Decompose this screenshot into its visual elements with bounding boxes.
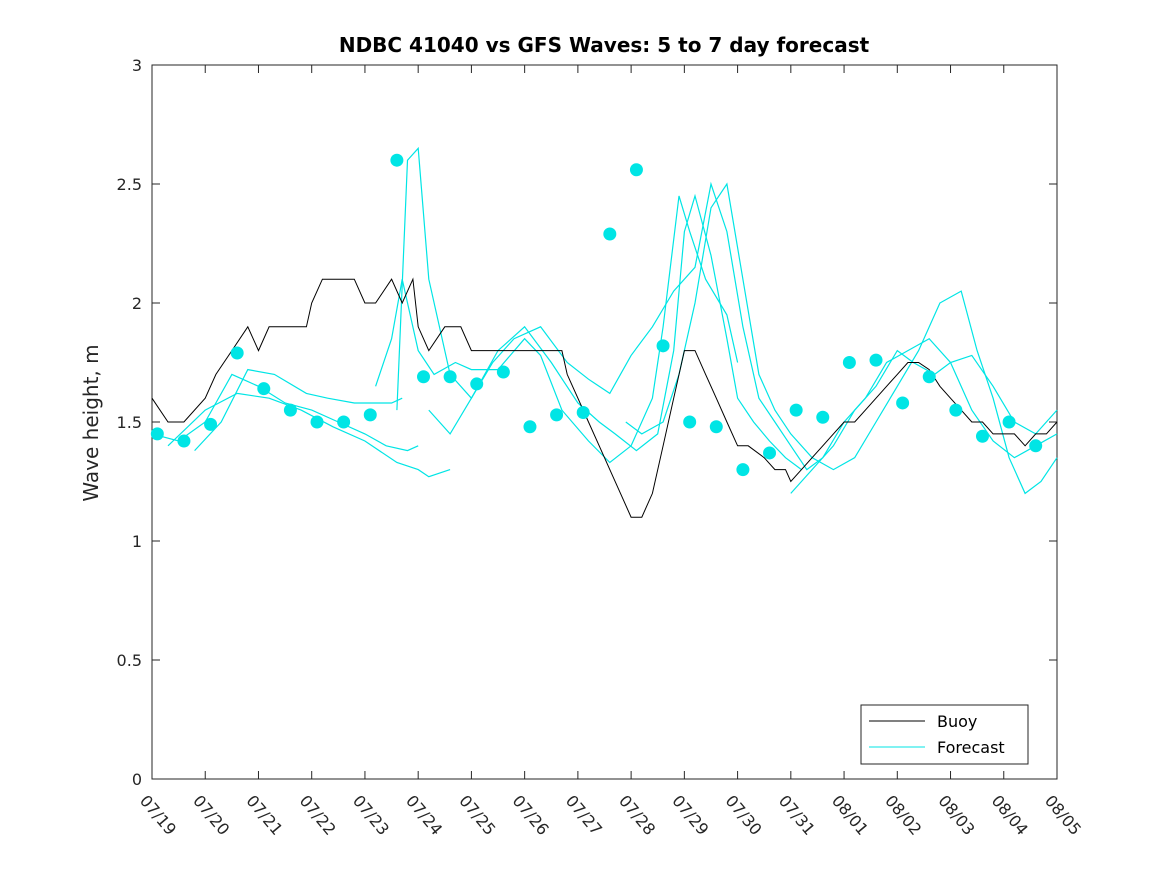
forecast-marker xyxy=(683,415,697,429)
legend-box xyxy=(860,704,1029,765)
forecast-marker xyxy=(949,403,963,417)
forecast-run-line xyxy=(151,373,419,452)
forecast-marker xyxy=(443,370,457,384)
chart-title: NDBC 41040 vs GFS Waves: 5 to 7 day fore… xyxy=(339,33,870,57)
y-tick-label: 1.5 xyxy=(117,413,142,432)
forecast-marker xyxy=(816,410,830,424)
forecast-marker xyxy=(337,415,351,429)
forecast-run-line xyxy=(375,195,739,464)
forecast-marker xyxy=(283,403,297,417)
forecast-marker xyxy=(656,339,670,353)
forecast-marker xyxy=(629,163,643,177)
forecast-marker xyxy=(922,370,936,384)
forecast-marker xyxy=(363,408,377,422)
forecast-marker xyxy=(789,403,803,417)
forecast-marker xyxy=(896,396,910,410)
forecast-marker xyxy=(257,382,271,396)
y-tick-label: 0 xyxy=(132,770,142,789)
legend-forecast-label: Forecast xyxy=(937,738,1005,757)
y-tick-label: 2.5 xyxy=(117,175,142,194)
forecast-marker xyxy=(1002,415,1016,429)
forecast-run-line xyxy=(167,392,451,478)
forecast-run-line xyxy=(396,146,802,471)
forecast-marker xyxy=(603,227,617,241)
forecast-marker xyxy=(150,427,164,441)
forecast-marker xyxy=(709,420,723,434)
forecast-run-line xyxy=(428,181,1058,471)
forecast-marker xyxy=(975,429,989,443)
forecast-marker xyxy=(523,420,537,434)
legend-buoy-label: Buoy xyxy=(937,712,977,731)
buoy-series-line xyxy=(151,277,1058,518)
plot-frame xyxy=(151,64,1058,780)
forecast-marker xyxy=(869,353,883,367)
forecast-marker xyxy=(496,365,510,379)
forecast-marker xyxy=(310,415,324,429)
forecast-run-line xyxy=(625,182,1058,495)
forecast-marker xyxy=(1029,439,1043,453)
forecast-marker xyxy=(417,370,430,384)
forecast-marker xyxy=(230,346,244,360)
forecast-marker xyxy=(763,446,777,460)
forecast-marker xyxy=(576,405,590,419)
y-axis-label: Wave height, m xyxy=(79,344,103,501)
forecast-marker xyxy=(736,463,750,477)
forecast-marker xyxy=(842,356,856,369)
y-tick-label: 1 xyxy=(132,532,142,551)
forecast-run-line xyxy=(194,368,403,452)
forecast-marker xyxy=(204,417,218,431)
forecast-marker xyxy=(177,434,191,448)
forecast-marker xyxy=(390,153,404,167)
forecast-marker xyxy=(550,408,564,422)
forecast-marker xyxy=(470,377,484,391)
y-tick-label: 3 xyxy=(132,56,142,75)
y-tick-label: 0.5 xyxy=(117,651,142,670)
legend: Buoy Forecast xyxy=(860,704,1029,765)
y-tick-label: 2 xyxy=(132,294,142,313)
